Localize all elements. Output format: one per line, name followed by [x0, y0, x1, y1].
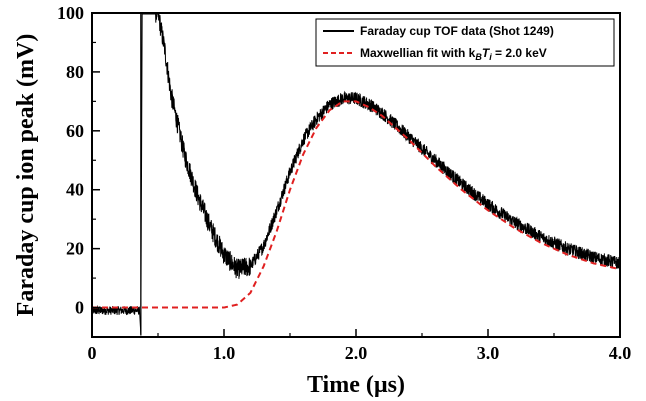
- legend: Faraday cup TOF data (Shot 1249) Maxwell…: [315, 18, 615, 67]
- x-axis-title: Time (µs): [307, 372, 405, 398]
- x-tick-label: 2.0: [345, 343, 368, 363]
- y-tick-label: 60: [66, 121, 84, 141]
- x-tick-label: 4.0: [609, 343, 632, 363]
- legend-fit-sub-b: B: [475, 52, 482, 62]
- y-tick-label: 40: [66, 180, 84, 200]
- x-tick-label: 3.0: [477, 343, 500, 363]
- legend-fit-t: T: [482, 46, 491, 60]
- legend-label-fit: Maxwellian fit with kBTi = 2.0 keV: [360, 46, 547, 62]
- y-axis-title: Faraday cup ion peak (mV): [13, 34, 39, 317]
- series-tof-data-line: [91, 13, 621, 335]
- legend-fit-sub-i: i: [489, 52, 492, 62]
- legend-fit-suffix: = 2.0 keV: [492, 46, 547, 60]
- x-tick-label: 0: [88, 343, 97, 363]
- tick-layer: 0 1.0 2.0 3.0 4.0 0 20 40 60 80 100: [57, 3, 631, 363]
- y-tick-label: 20: [66, 239, 84, 259]
- x-tick-label: 1.0: [213, 343, 236, 363]
- data-layer: [91, 13, 621, 336]
- y-tick-label: 100: [57, 3, 84, 23]
- legend-box: [315, 18, 615, 67]
- legend-label-data: Faraday cup TOF data (Shot 1249): [360, 24, 554, 38]
- legend-fit-prefix: Maxwellian fit with k: [360, 46, 476, 60]
- series-maxwellian-fit-line: [92, 100, 621, 309]
- y-tick-label: 80: [66, 62, 84, 82]
- y-tick-label: 0: [75, 298, 84, 318]
